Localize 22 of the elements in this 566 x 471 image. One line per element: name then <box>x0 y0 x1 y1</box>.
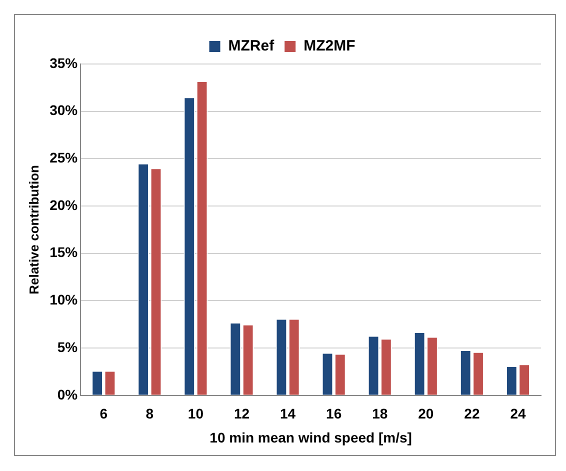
y-axis-title: Relative contribution <box>26 165 42 294</box>
y-tick-label: 0% <box>57 386 78 402</box>
x-tick-label: 22 <box>464 406 480 422</box>
x-tick-label: 18 <box>372 406 388 422</box>
y-tick-label: 25% <box>50 150 78 166</box>
x-tick-label: 6 <box>100 406 108 422</box>
x-tick-label: 16 <box>326 406 342 422</box>
legend-label: MZ2MF <box>304 38 356 55</box>
y-tick-label: 10% <box>50 292 78 308</box>
x-tick-label: 24 <box>510 406 526 422</box>
y-tick-label: 20% <box>50 196 78 213</box>
legend-label: MZRef <box>228 38 276 55</box>
x-tick-label: 8 <box>146 406 154 422</box>
y-tick-label: 15% <box>50 244 78 260</box>
x-axis-title: 10 min mean wind speed [m/s] <box>210 429 412 446</box>
y-tick-label: 35% <box>50 54 78 71</box>
x-tick-label: 12 <box>234 406 250 422</box>
x-tick-label: 10 <box>188 406 204 422</box>
x-tick-label: 14 <box>280 406 296 422</box>
y-tick-label: 30% <box>50 102 78 118</box>
y-tick-label: 5% <box>57 338 78 355</box>
x-tick-label: 20 <box>418 406 434 422</box>
